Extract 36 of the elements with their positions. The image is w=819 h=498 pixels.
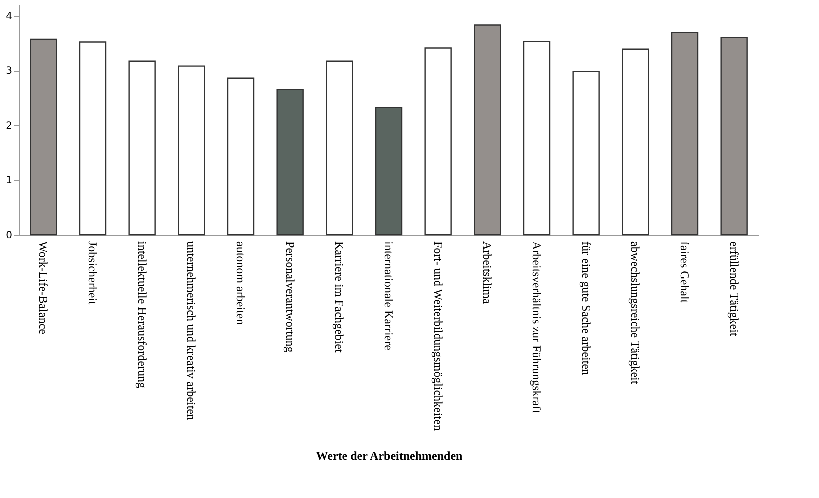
x-tick-label: abwechslungsreiche Tätigkeit (628, 242, 643, 385)
x-tick-label: autonom arbeiten (234, 242, 248, 326)
bar (227, 78, 255, 236)
x-tick-label: Work-Life-Balance (36, 242, 51, 334)
bar (424, 48, 452, 236)
bar (276, 89, 304, 236)
y-tick-label: 3 (6, 66, 12, 78)
bar (30, 38, 58, 236)
bar (326, 60, 354, 236)
bar (474, 24, 502, 236)
y-tick-label: 2 (6, 120, 12, 132)
bar (178, 66, 206, 236)
bar (128, 60, 156, 236)
y-tick-label: 1 (6, 176, 12, 187)
x-tick-label: faires Gehalt (678, 242, 692, 304)
y-tick-label: 0 (6, 230, 12, 242)
x-tick-label: Personalverantwortung (283, 242, 298, 353)
x-axis-title: Werte der Arbeitnehmenden (316, 449, 464, 464)
x-tick-label: Arbeitsverhältnis zur Führungskraft (530, 242, 544, 414)
x-tick-label: Arbeitsklima (480, 242, 495, 305)
bar (572, 71, 600, 236)
x-tick-label: für eine gute Sache arbeiten (579, 242, 594, 376)
x-tick-label: unternehmerisch und kreativ arbeiten (184, 242, 199, 420)
x-tick-label: intellektuelle Herausforderung (135, 242, 150, 388)
bar (720, 37, 748, 236)
bar (375, 107, 403, 236)
bar (671, 32, 699, 236)
x-tick-label: Karriere im Fachgebiet (332, 242, 347, 354)
x-tick-label: Jobsicherheit (86, 242, 100, 306)
x-tick-label: erfüllende Tätigkeit (727, 242, 742, 337)
bar (79, 42, 107, 236)
bar (622, 48, 650, 236)
bar (523, 41, 551, 236)
x-tick-label: Fort- und Weiterbildungsmöglichkeiten (431, 242, 446, 431)
y-tick-label: 4 (6, 11, 12, 22)
x-tick-label: internationale Karriere (382, 242, 396, 350)
